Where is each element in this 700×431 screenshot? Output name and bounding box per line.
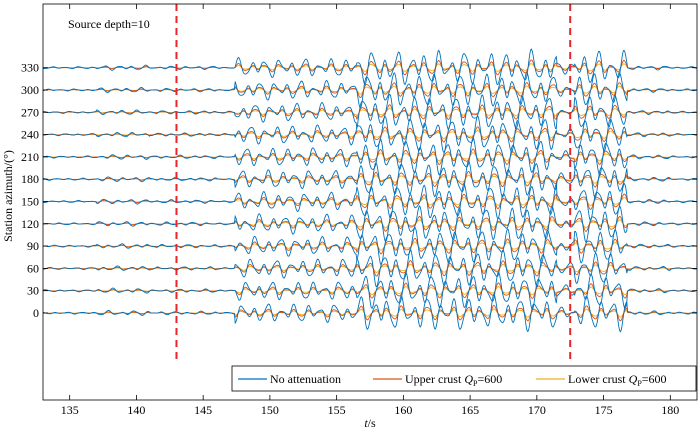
trace-no-attenuation-240 <box>42 115 697 153</box>
y-tick-label: 120 <box>21 217 39 231</box>
trace-no-attenuation-210 <box>42 136 697 176</box>
trace-no-attenuation-0 <box>42 293 697 333</box>
y-tick-label: 90 <box>27 239 39 253</box>
trace-no-attenuation-120 <box>42 205 697 244</box>
x-tick-label: 165 <box>461 403 479 417</box>
trace-no-attenuation-330 <box>42 48 697 86</box>
axes: 135 140 145 150 155 160 165 170 175 180 0 30 60 90 120… <box>21 4 697 417</box>
trace-no-attenuation-270 <box>42 93 697 131</box>
x-tick-label: 150 <box>261 403 279 417</box>
y-tick-label: 150 <box>21 195 39 209</box>
y-axis-label: Station azimuth/(°) <box>1 150 15 242</box>
waveform-traces <box>42 48 697 333</box>
y-tick-label: 330 <box>21 61 39 75</box>
x-tick-label: 160 <box>394 403 412 417</box>
trace-no-attenuation-90 <box>43 227 697 266</box>
y-tick-label: 60 <box>27 261 39 275</box>
trace-no-attenuation-30 <box>42 271 697 311</box>
legend-label-no-attenuation: No attenuation <box>270 372 341 386</box>
x-tick-label: 145 <box>194 403 212 417</box>
x-tick-label: 155 <box>328 403 346 417</box>
y-tick-label: 30 <box>27 284 39 298</box>
source-depth-annotation: Source depth=10 <box>68 17 150 31</box>
y-tick-label: 180 <box>21 172 39 186</box>
trace-no-attenuation-300 <box>42 71 697 109</box>
x-tick-label: 140 <box>127 403 145 417</box>
y-tick-label: 210 <box>21 150 39 164</box>
x-tick-label: 180 <box>661 403 679 417</box>
x-tick-label: 175 <box>595 403 613 417</box>
legend-label-lower-crust: Lower crust QP=600 <box>568 372 667 388</box>
y-tick-label: 240 <box>21 128 39 142</box>
trace-no-attenuation-180 <box>43 160 697 199</box>
y-tick-label: 300 <box>21 83 39 97</box>
plot-frame <box>42 3 698 401</box>
x-tick-label: 135 <box>61 403 79 417</box>
legend: No attenuation Upper crust QP=600 Lower … <box>231 365 697 392</box>
legend-box <box>231 365 697 392</box>
x-tick-label: 170 <box>528 403 546 417</box>
x-axis-label: t/s <box>364 416 376 430</box>
y-tick-label: 0 <box>33 306 39 320</box>
y-tick-label: 270 <box>21 105 39 119</box>
trace-no-attenuation-60 <box>42 248 697 288</box>
legend-label-upper-crust: Upper crust QP=600 <box>405 372 502 388</box>
